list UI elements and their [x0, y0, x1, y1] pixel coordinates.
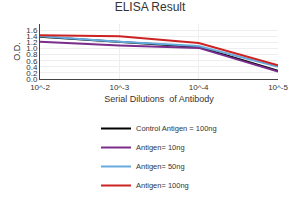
svg-text:1.2: 1.2 — [26, 38, 38, 47]
svg-text:10^-4: 10^-4 — [189, 83, 209, 92]
svg-text:10^-5: 10^-5 — [268, 83, 288, 92]
svg-text:10^-3: 10^-3 — [109, 83, 129, 92]
svg-text:0.2: 0.2 — [26, 69, 38, 78]
svg-text:Antigen= 100ng: Antigen= 100ng — [136, 181, 189, 190]
svg-text:0.0: 0.0 — [26, 75, 38, 84]
svg-text:0.6: 0.6 — [26, 57, 38, 66]
svg-text:ELISA Result: ELISA Result — [115, 0, 186, 14]
svg-text:1.0: 1.0 — [26, 44, 38, 53]
svg-text:Antigen= 50ng: Antigen= 50ng — [136, 162, 185, 171]
svg-text:1.6: 1.6 — [26, 26, 38, 35]
svg-text:1.4: 1.4 — [26, 32, 38, 41]
svg-text:O.D.: O.D. — [12, 42, 22, 61]
svg-text:Control Antigen = 100ng: Control Antigen = 100ng — [136, 124, 217, 133]
svg-text:10^-2: 10^-2 — [30, 83, 50, 92]
svg-text:0.8: 0.8 — [26, 50, 38, 59]
svg-text:Serial Dilutions of Antibody: Serial Dilutions of Antibody — [104, 94, 214, 104]
svg-text:Antigen= 10ng: Antigen= 10ng — [136, 143, 185, 152]
svg-text:0.4: 0.4 — [26, 63, 38, 72]
